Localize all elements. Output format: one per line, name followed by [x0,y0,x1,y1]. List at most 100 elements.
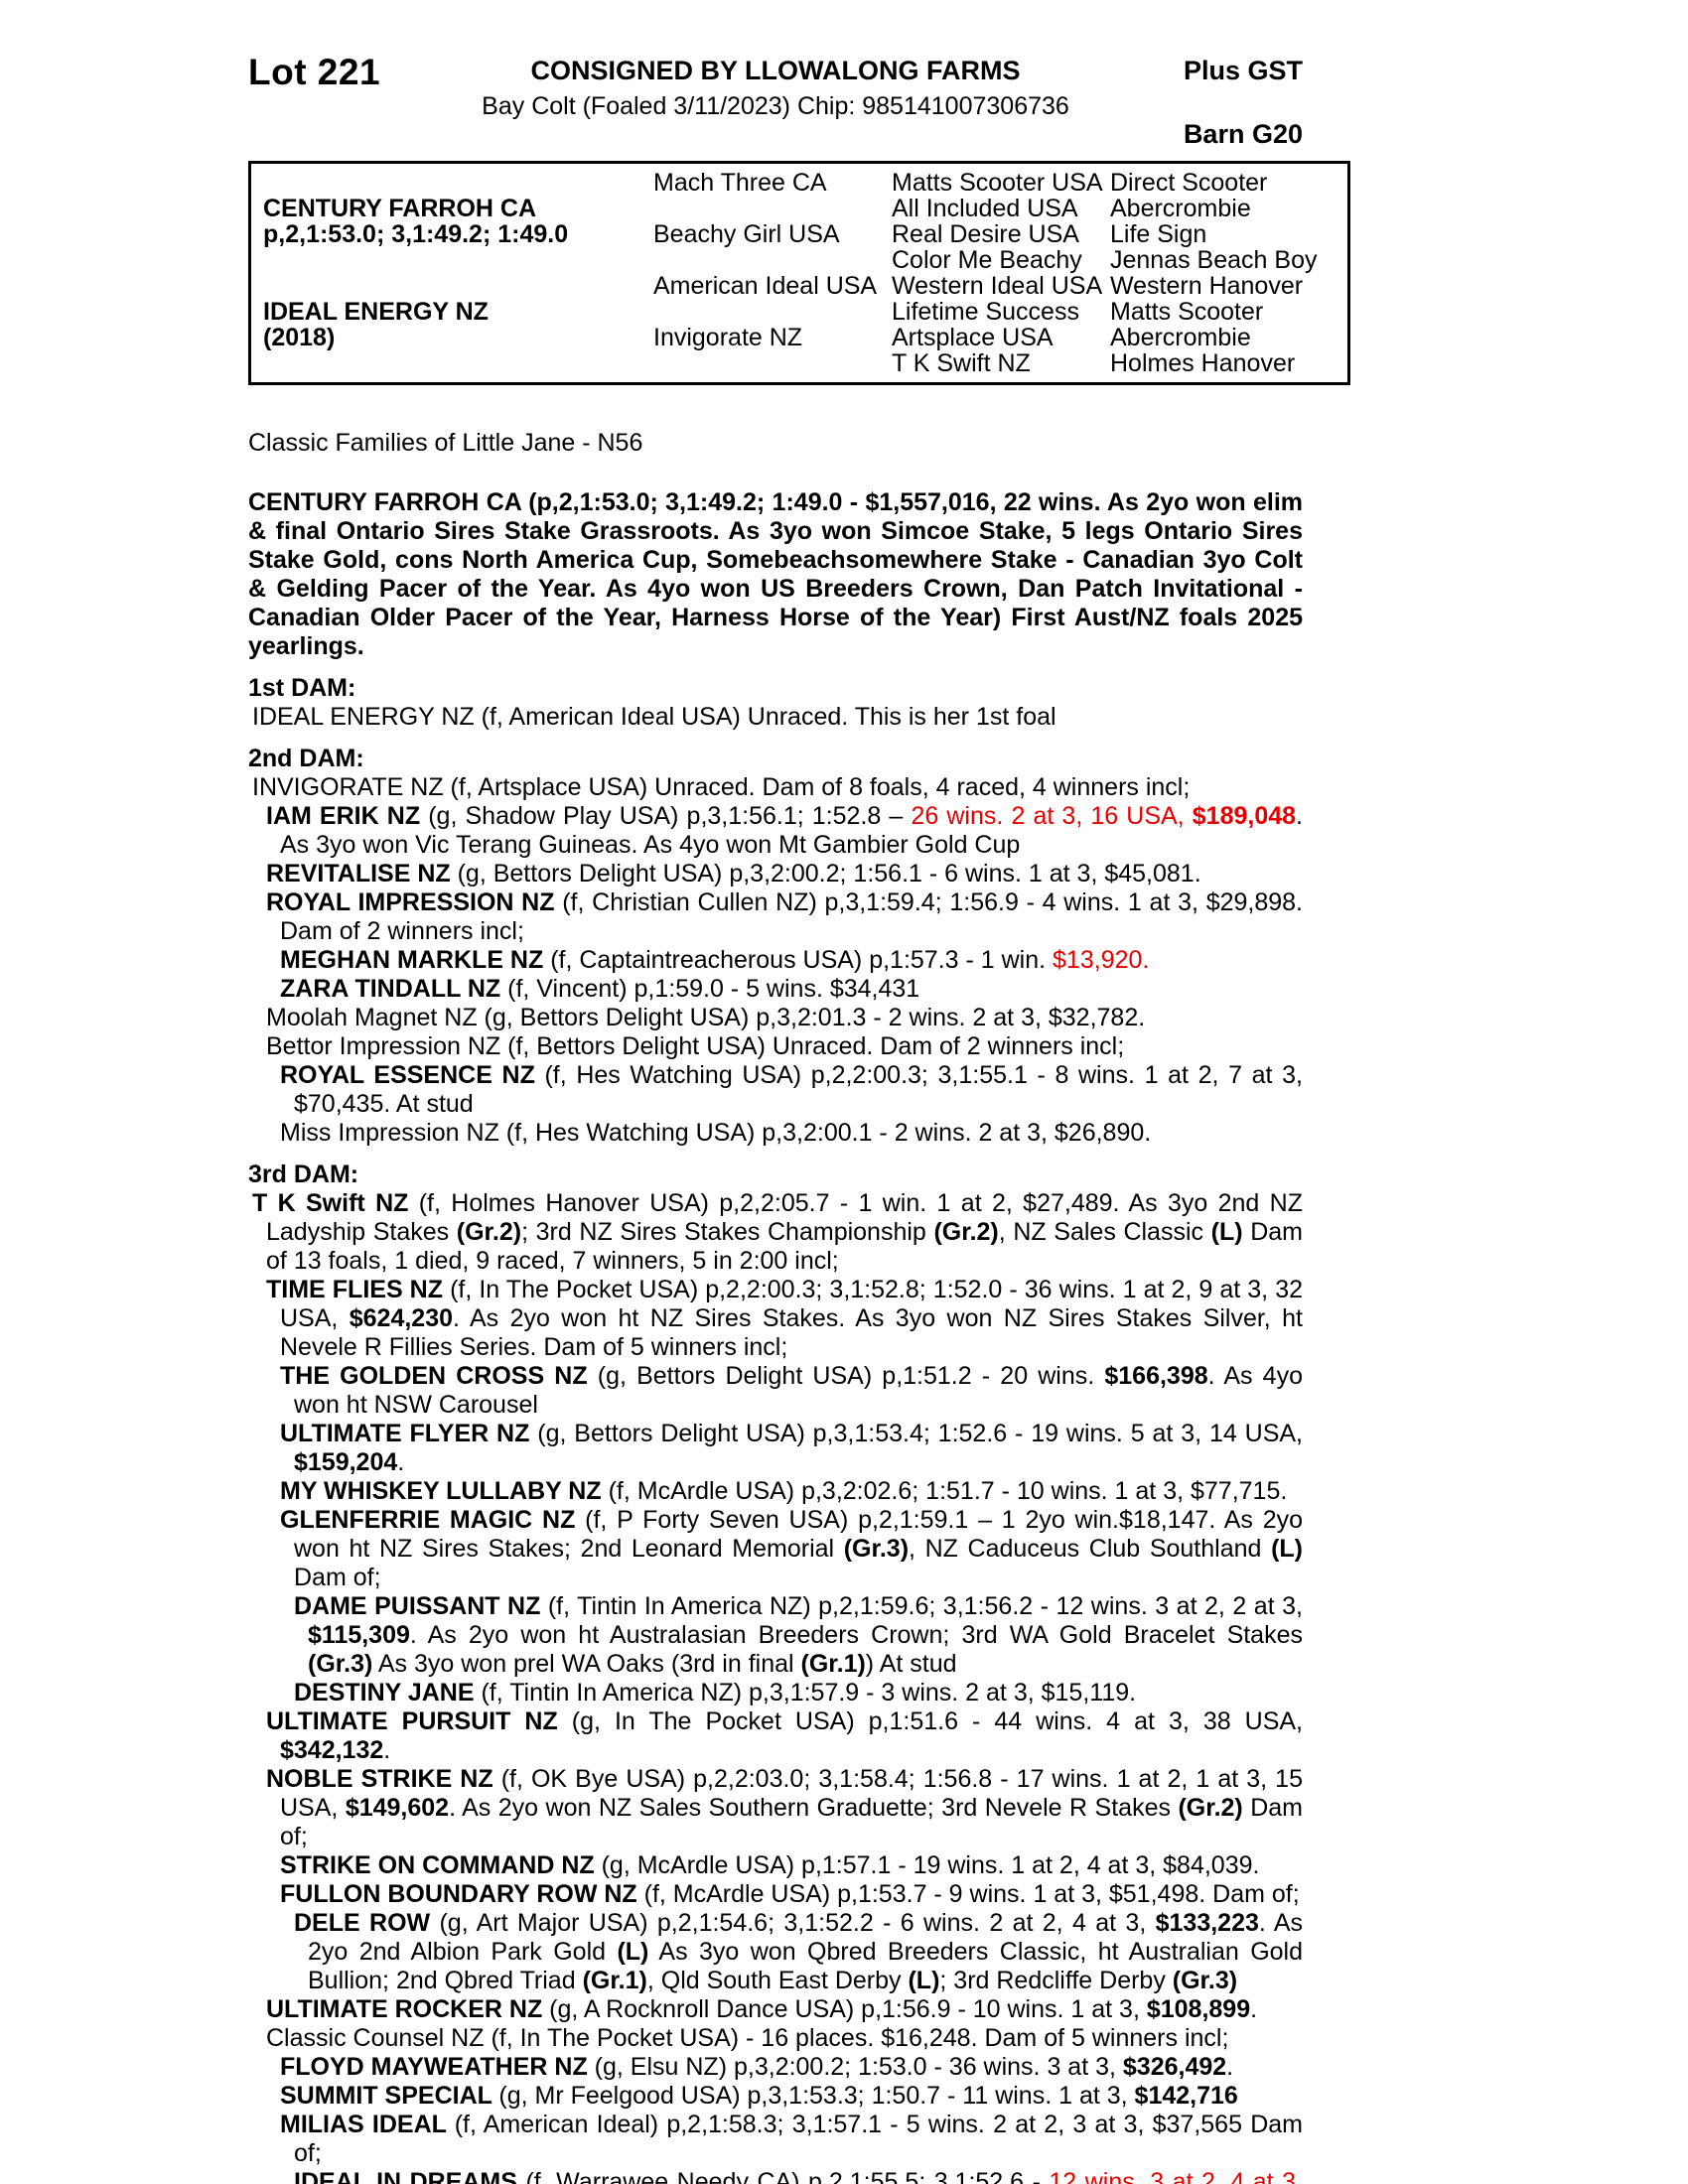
pedigree-entry: THE GOLDEN CROSS NZ (g, Bettors Delight … [248,1362,1303,1420]
entry-segment: (L) [1271,1535,1303,1563]
entry-segment: , Qld South East Derby [646,1967,909,1994]
pedigree-cell [653,350,892,376]
entry-segment: . [383,1736,391,1764]
entry-segment: ULTIMATE PURSUIT NZ [266,1707,572,1735]
pedigree-cell [653,299,892,325]
entry-segment: . [397,1448,405,1476]
pedigree-cell: Matts Scooter [1110,298,1264,326]
entry-segment: (g, Bettors Delight USA) p,3,2:00.2; 1:5… [457,860,1201,887]
entry-segment: (f, OK Bye USA) p,2,2:03.0; 3,1:58.4; 1:… [280,1765,1303,1822]
entry-segment: (g, McArdle USA) p,1:57.1 - 19 wins. 1 a… [601,1851,1260,1879]
pedigree-cell: Color Me Beachy [892,246,1082,274]
pedigree-cell [653,247,892,273]
pedigree-entry: Classic Counsel NZ (f, In The Pocket USA… [248,2024,1303,2053]
pedigree-cell: CENTURY FARROH CA [263,195,537,222]
entry-segment: . As 4yo won ht NSW Carousel [294,1362,1303,1419]
barn-number: Barn G20 [1183,119,1303,149]
entry-segment: (g, A Rocknroll Dance USA) p,1:56.9 - 10… [549,1995,1147,2023]
entry-segment: (Gr.3) [1172,1967,1238,1994]
pedigree-cell: Abercrombie [1110,195,1251,222]
pedigree-entry: FULLON BOUNDARY ROW NZ (f, McArdle USA) … [248,1880,1303,1909]
dam-sections: 1st DAM: IDEAL ENERGY NZ (f, American Ide… [248,674,1303,2184]
entry-segment: (g, Mr Feelgood USA) p,3,1:53.3; 1:50.7 … [498,2082,1135,2110]
pedigree-entry: MEGHAN MARKLE NZ (f, Captaintreacherous … [248,946,1303,975]
entry-segment: (g, Art Major USA) p,2,1:54.6; 3,1:52.2 … [439,1909,1156,1937]
entry-segment: DESTINY JANE [294,1679,482,1706]
pedigree-entry: Miss Impression NZ (f, Hes Watching USA)… [248,1119,1303,1148]
entry-segment: T K Swift NZ [252,1189,419,1217]
pedigree-entry: ROYAL IMPRESSION NZ (f, Christian Cullen… [248,888,1303,946]
pedigree-cell: IDEAL ENERGY NZ [263,298,489,326]
entry-segment: (f, Hes Watching USA) p,2,2:00.3; 3,1:55… [294,1061,1303,1118]
entry-segment: (L) [1210,1218,1243,1246]
pedigree-cell: All Included USA [892,195,1078,222]
pedigree-cell [263,350,653,376]
entry-segment: $133,223 [1155,1909,1259,1937]
pedigree-cell: p,2,1:53.0; 3,1:49.2; 1:49.0 [263,220,569,248]
pedigree-entry: STRIKE ON COMMAND NZ (g, McArdle USA) p,… [248,1851,1303,1880]
pedigree-entry: T K Swift NZ (f, Holmes Hanover USA) p,2… [248,1189,1303,1276]
entry-segment: ; 3rd NZ Sires Stakes Championship [521,1218,934,1246]
pedigree-cell [263,247,653,273]
dam-heading: 2nd DAM: [248,745,364,772]
entry-segment: . [1226,2053,1234,2081]
pedigree-cell [653,196,892,221]
page-content: Lot 221 CONSIGNED BY LLOWALONG FARMS Bay… [248,52,1350,2184]
pedigree-entry: INVIGORATE NZ (f, Artsplace USA) Unraced… [248,773,1303,802]
entry-segment: (f, In The Pocket USA) p,2,2:00.3; 3,1:5… [280,1276,1303,1332]
pedigree-entry: ZARA TINDALL NZ (f, Vincent) p,1:59.0 - … [248,975,1303,1004]
pedigree-entry: NOBLE STRIKE NZ (f, OK Bye USA) p,2,2:03… [248,1765,1303,1851]
entry-segment: IDEAL IN DREAMS [294,2168,526,2184]
entry-segment: STRIKE ON COMMAND NZ [280,1851,602,1879]
pedigree-cell: Artsplace USA [892,324,1054,351]
entry-segment: Dam of; [294,1564,381,1591]
entry-segment: DELE ROW [294,1909,440,1937]
pedigree-entry: ULTIMATE PURSUIT NZ (g, In The Pocket US… [248,1707,1303,1765]
pedigree-entry: Moolah Magnet NZ (g, Bettors Delight USA… [248,1004,1303,1032]
entry-segment: (Gr.1) [800,1650,866,1678]
pedigree-cell: Invigorate NZ [653,324,803,351]
pedigree-entry: GLENFERRIE MAGIC NZ (f, P Forty Seven US… [248,1506,1303,1592]
entry-segment: $342,132 [280,1736,384,1764]
pedigree-entry: IAM ERIK NZ (g, Shadow Play USA) p,3,1:5… [248,802,1303,860]
pedigree-cell [263,170,653,196]
entry-segment: DAME PUISSANT NZ [294,1592,548,1620]
entry-segment: $624,230 [349,1304,454,1332]
entry-segment: $115,309 [308,1621,410,1649]
entry-segment: ROYAL ESSENCE NZ [280,1061,545,1089]
entry-segment: $149,602 [345,1794,450,1822]
pedigree-entry: ROYAL ESSENCE NZ (f, Hes Watching USA) p… [248,1061,1303,1119]
pedigree-cell: Lifetime Success [892,298,1079,326]
entry-segment: $142,716 [1134,2082,1238,2110]
pedigree-column-subject-names: CENTURY FARROH CA p,2,1:53.0; 3,1:49.2; 1… [263,170,653,376]
dam-heading: 1st DAM: [248,674,356,702]
pedigree-entry: IDEAL ENERGY NZ (f, American Ideal USA) … [248,703,1303,732]
entry-segment: $159,204 [294,1448,398,1476]
gst-note: Plus GST [1183,56,1303,85]
pedigree-cell: Mach Three CA [653,169,827,197]
dam-section: 1st DAM: IDEAL ENERGY NZ (f, American Ide… [248,674,1303,732]
entry-segment: MY WHISKEY LULLABY NZ [280,1477,609,1505]
entry-segment: . As 2yo won ht NZ Sires Stakes. As 3yo … [280,1304,1303,1361]
entry-segment: (f, Tintin In America NZ) p,3,1:57.9 - 3… [481,1679,1137,1706]
entry-segment: $326,492 [1122,2053,1227,2081]
entry-segment: 12 wins. 3 at 2, 4 at 3, [1049,2168,1303,2184]
pedigree-entry: DESTINY JANE (f, Tintin In America NZ) p… [248,1679,1303,1707]
pedigree-cell: Life Sign [1110,220,1207,248]
entry-segment: (g, Bettors Delight USA) p,3,1:53.4; 1:5… [537,1420,1303,1447]
consignor-title: CONSIGNED BY LLOWALONG FARMS [530,56,1021,85]
entry-segment: (g, Bettors Delight USA) p,1:51.2 - 20 w… [597,1362,1105,1390]
pedigree-entry: TIME FLIES NZ (f, In The Pocket USA) p,2… [248,1276,1303,1362]
pedigree-cell: Abercrombie [1110,324,1251,351]
entry-segment: THE GOLDEN CROSS NZ [280,1362,598,1390]
entry-segment: (f, Holmes Hanover USA) p,2,2:05.7 - 1 w… [266,1189,1303,1246]
pedigree-cell: Matts Scooter USA [892,169,1103,197]
entry-segment: . As 2yo 2nd Albion Park Gold [308,1909,1303,1966]
sire-summary-paragraph: CENTURY FARROH CA (p,2,1:53.0; 3,1:49.2;… [248,488,1303,660]
entry-segment: $108,899 [1146,1995,1251,2023]
entry-segment: INVIGORATE NZ (f, Artsplace USA) Unraced… [252,773,1191,801]
entry-segment: (Gr.2) [456,1218,522,1246]
pedigree-table: CENTURY FARROH CA p,2,1:53.0; 3,1:49.2; 1… [248,161,1350,385]
entry-segment: As 3yo won prel WA Oaks (3rd in final [372,1650,801,1678]
